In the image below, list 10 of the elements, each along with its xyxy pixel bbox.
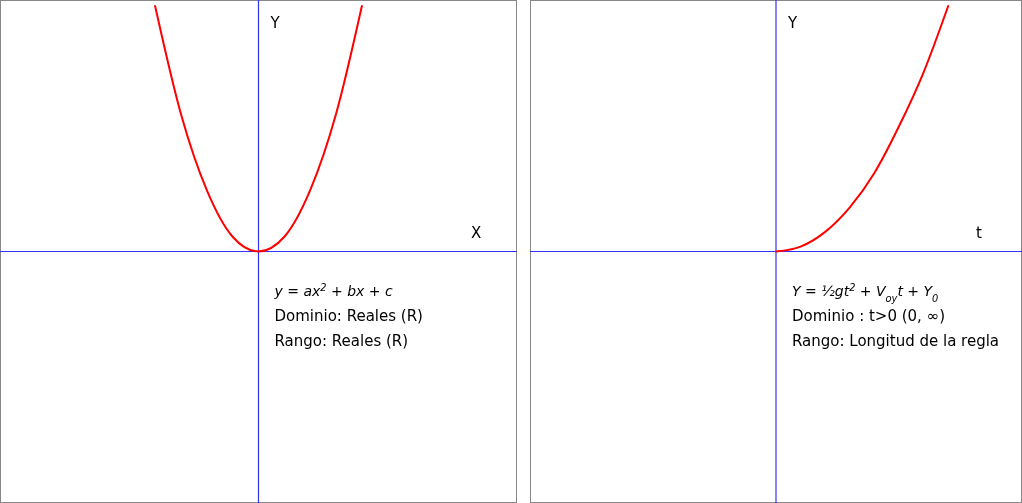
y-axis-title: Y — [269, 14, 281, 32]
text: Rango: Longitud de la regla — [792, 331, 1000, 350]
text: y = ax$^{2}$ + bx + c — [273, 281, 393, 299]
text: Rango: Reales (R) — [274, 331, 409, 350]
y-axis-title: Y — [787, 14, 798, 32]
text: Y = ½gt$^{2}$ + V$_{oy}$t + Y$_{0}$ — [792, 281, 939, 303]
x-axis-title: t — [976, 223, 982, 242]
text: Dominio: Reales (R) — [274, 306, 423, 325]
x-axis-title: X — [471, 223, 482, 242]
text: Dominio : t>0 (0, ∞) — [792, 306, 945, 325]
